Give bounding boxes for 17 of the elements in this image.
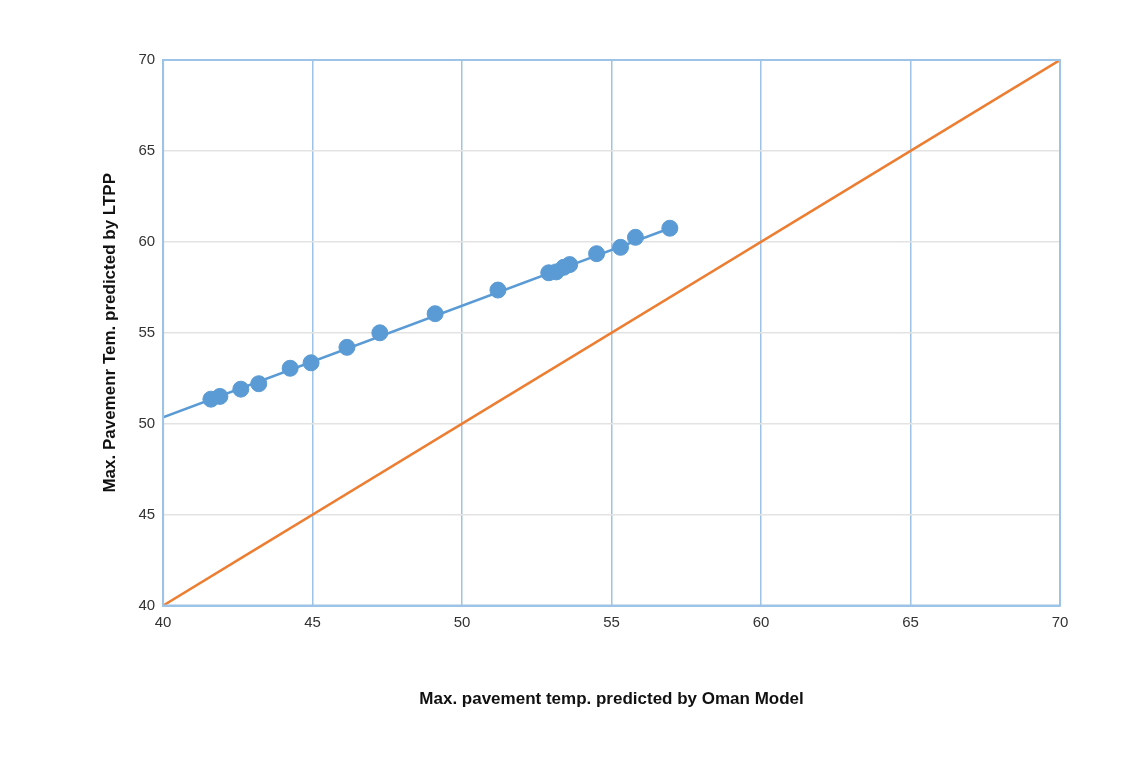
x-axis-title: Max. pavement temp. predicted by Oman Model bbox=[419, 689, 804, 709]
y-axis-title: Max. Pavemenr Tem. predicted by LTPP bbox=[99, 172, 119, 493]
y-tick-label: 40 bbox=[138, 595, 156, 613]
x-tick-label: 50 bbox=[453, 612, 471, 630]
x-tick-label: 65 bbox=[902, 612, 919, 630]
point bbox=[661, 219, 679, 237]
y-tick-label: 60 bbox=[138, 232, 156, 250]
x-tick-label: 45 bbox=[304, 612, 321, 630]
y-tick-label: 65 bbox=[138, 141, 156, 159]
x-tick-label: 60 bbox=[752, 612, 770, 630]
y-tick-label: 55 bbox=[138, 322, 156, 340]
x-tick-label: 70 bbox=[1051, 612, 1069, 630]
y-tick-label: 50 bbox=[138, 413, 156, 431]
y-tick-label: 70 bbox=[138, 50, 156, 68]
y-tick-label: 45 bbox=[138, 504, 156, 522]
x-tick-label: 55 bbox=[603, 612, 620, 630]
x-tick-label: 40 bbox=[154, 612, 172, 630]
